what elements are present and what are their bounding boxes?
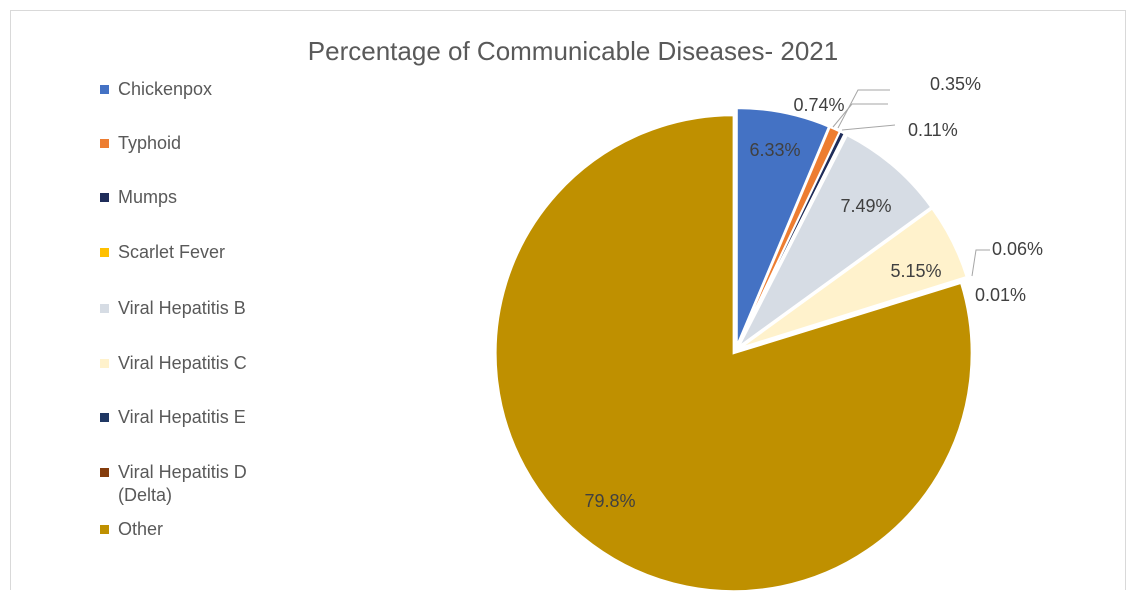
legend-swatch [100,525,109,534]
legend-label: Viral Hepatitis E [118,407,246,427]
legend-item-viral-hepatitis-c[interactable]: Viral Hepatitis C [100,352,247,375]
legend-swatch [100,193,109,202]
legend-swatch [100,468,109,477]
legend-item-mumps[interactable]: Mumps [100,186,177,209]
data-label-viral-hepatitis-d-delta: 0.01% [975,285,1026,305]
legend-swatch [100,85,109,94]
leader-line [832,103,888,128]
leader-line [837,89,890,129]
leader-line [841,124,896,131]
leader-line [971,249,990,277]
data-label-viral-hepatitis-e: 0.06% [992,239,1043,259]
legend-label: Mumps [118,187,178,207]
legend-swatch [100,413,109,422]
legend-item-scarlet-fever[interactable]: Scarlet Fever [100,241,225,264]
chart-title: Percentage of Communicable Diseases- 202… [0,36,1138,67]
legend-label: Viral Hepatitis B [118,298,246,318]
chart-title-text: Percentage of Communicable Diseases- 202… [307,36,839,66]
legend-swatch [100,139,109,148]
pie-slice-viral-hepatitis-b[interactable] [737,133,933,348]
data-label-other: 79.8% [584,491,635,511]
legend-item-viral-hepatitis-b[interactable]: Viral Hepatitis B [100,297,246,320]
chart-frame [10,10,1126,590]
legend-label: Typhoid [118,133,182,153]
data-label-mumps: 0.35% [930,74,981,94]
data-label-viral-hepatitis-c: 5.15% [890,261,941,281]
legend-swatch [100,359,109,368]
legend-item-other[interactable]: Other [100,518,163,541]
data-label-typhoid: 0.74% [793,95,844,115]
legend-item-chickenpox[interactable]: Chickenpox [100,78,212,101]
pie-slice-viral-hepatitis-d-delta[interactable] [739,277,969,350]
legend-swatch [100,248,109,257]
legend-label: Other [118,519,164,539]
data-label-viral-hepatitis-b: 7.49% [840,196,891,216]
legend-label: Viral Hepatitis C [118,353,247,373]
legend-label: Scarlet Fever [118,242,226,262]
legend-label: Chickenpox [118,79,213,99]
data-label-chickenpox: 6.33% [749,140,800,160]
legend-item-viral-hepatitis-e[interactable]: Viral Hepatitis E [100,406,246,429]
legend-swatch [100,304,109,313]
legend-item-viral-hepatitis-d[interactable]: Viral Hepatitis D (Delta) [100,461,288,507]
pie-slice-other[interactable] [494,114,973,591]
legend-label: Viral Hepatitis D (Delta) [118,462,247,505]
data-label-scarlet-fever: 0.11% [908,120,958,140]
legend-item-typhoid[interactable]: Typhoid [100,132,181,155]
